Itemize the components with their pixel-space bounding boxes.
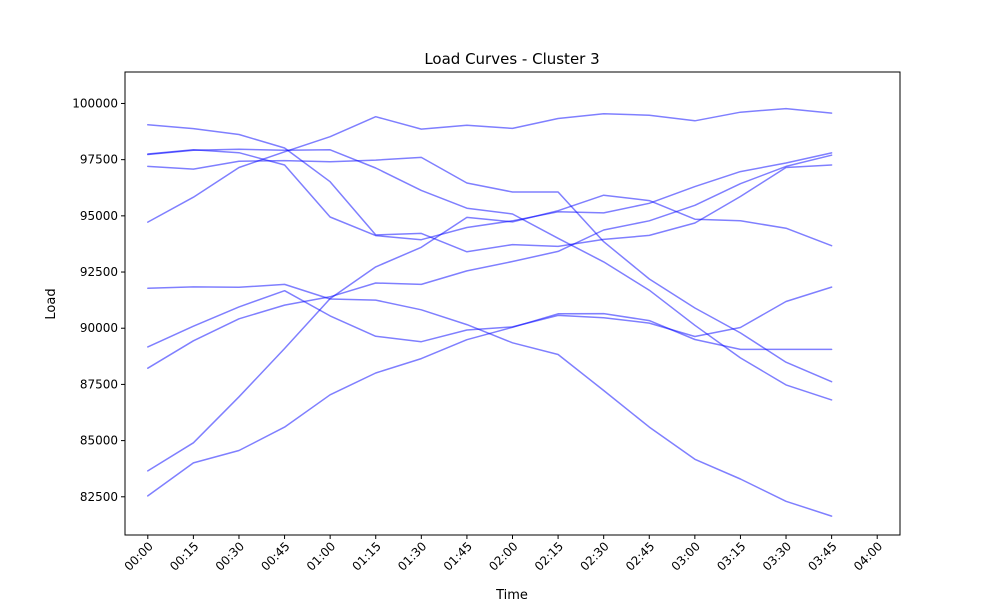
x-tick-label: 02:00 <box>486 539 520 573</box>
x-tick-label: 02:45 <box>623 539 657 573</box>
y-axis-label: Load <box>44 288 59 319</box>
x-tick-label: 01:15 <box>349 539 383 573</box>
y-axis: 82500 85000 87500 90000 92500 95000 97500 10000… <box>72 96 125 504</box>
x-tick-label: 00:30 <box>213 539 247 573</box>
x-tick-label: 02:30 <box>577 539 611 573</box>
series-line-4 <box>147 156 833 383</box>
series-line-10 <box>147 312 833 497</box>
x-tick-label: 03:15 <box>714 539 748 573</box>
series-line-3 <box>147 107 833 223</box>
x-tick-label: 04:00 <box>851 539 885 573</box>
y-tick-label: 82500 <box>80 490 118 504</box>
x-tick-label: 03:00 <box>669 539 703 573</box>
x-tick-label: 00:45 <box>258 539 292 573</box>
series-line-5 <box>147 148 833 401</box>
x-axis-label: Time <box>495 588 528 600</box>
y-tick-label: 92500 <box>80 265 118 279</box>
x-tick-label: 00:00 <box>122 539 156 573</box>
x-tick-label: 01:00 <box>304 539 338 573</box>
y-tick-label: 97500 <box>80 153 118 167</box>
series-line-6 <box>147 283 833 517</box>
y-tick-label: 87500 <box>80 377 118 391</box>
x-tick-label: 01:30 <box>395 539 429 573</box>
x-axis: 00:00 00:15 00:30 00:45 01:00 01:15 01:30 01:45… <box>122 535 885 574</box>
y-tick-label: 95000 <box>80 209 118 223</box>
series-line-7 <box>147 286 833 348</box>
x-tick-label: 03:45 <box>805 539 839 573</box>
series-line-1 <box>147 124 833 253</box>
y-tick-label: 90000 <box>80 321 118 335</box>
series-layer <box>147 107 833 517</box>
series-line-8 <box>147 154 833 369</box>
x-tick-label: 00:15 <box>167 539 201 573</box>
x-tick-label: 02:15 <box>532 539 566 573</box>
x-tick-label: 03:30 <box>760 539 794 573</box>
y-tick-label: 85000 <box>80 434 118 448</box>
x-tick-label: 01:45 <box>441 539 475 573</box>
series-line-2 <box>147 149 833 241</box>
y-tick-label: 100000 <box>72 96 118 110</box>
series-line-9 <box>147 194 833 472</box>
chart-title: Load Curves - Cluster 3 <box>424 50 599 68</box>
